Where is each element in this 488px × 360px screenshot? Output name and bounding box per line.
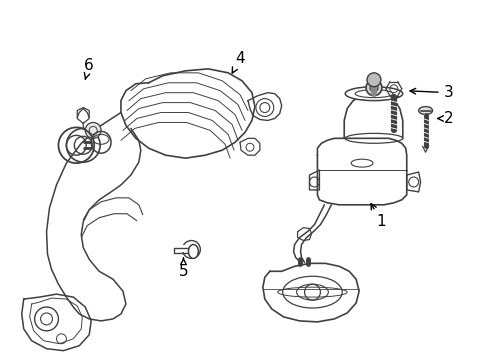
Ellipse shape (188, 244, 198, 258)
Circle shape (366, 80, 381, 96)
Polygon shape (344, 94, 402, 138)
Polygon shape (317, 138, 406, 205)
Polygon shape (309, 170, 319, 190)
Circle shape (85, 122, 101, 138)
Ellipse shape (418, 107, 432, 114)
Ellipse shape (345, 87, 402, 100)
Text: 2: 2 (437, 111, 452, 126)
Text: 6: 6 (84, 58, 94, 79)
Circle shape (366, 73, 380, 87)
Text: 3: 3 (409, 85, 452, 100)
Text: 1: 1 (370, 204, 385, 229)
Polygon shape (263, 264, 358, 322)
Polygon shape (406, 172, 420, 192)
Text: 5: 5 (178, 258, 188, 279)
Text: 4: 4 (232, 51, 244, 73)
